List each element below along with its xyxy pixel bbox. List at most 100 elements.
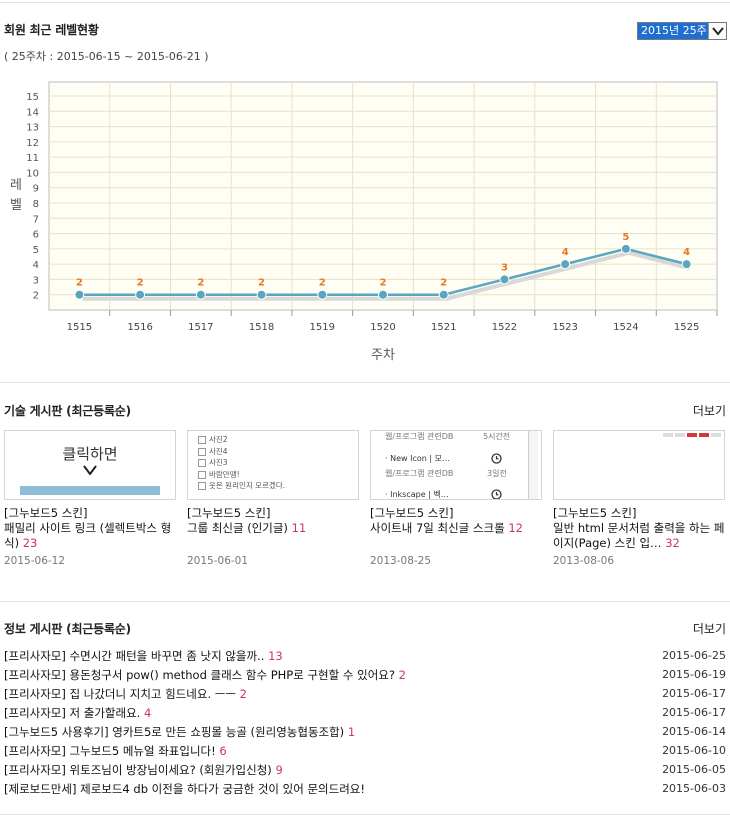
y-tick-label: 11 [26,153,39,164]
data-point [620,243,631,254]
level-title: 회원 최근 레벨현황 [4,23,99,37]
data-label: 2 [76,278,83,289]
x-tick-label: 1522 [492,322,517,333]
post-title[interactable]: [프리사자모] 위토즈님이 방장님이세요? (회원가입신청) [4,762,272,777]
post-title[interactable]: [그누보드5 사용후기] 영카트5로 만든 쇼핑몰 능골 (원리영농협동조합) [4,724,345,739]
comment-count: 12 [508,521,523,535]
level-series: 2 2 2 2 2 2 2 3 4 5 4 [74,232,692,301]
x-axis-label: 주차 [371,348,395,363]
comment-count: 1 [347,724,356,739]
card-date: 2013-08-25 [370,555,432,567]
comment-count: 6 [219,743,227,758]
x-tick-label: 1518 [249,322,274,333]
card-date: 2013-08-06 [553,555,615,567]
y-tick-labels: 2 3 4 5 6 7 8 9 10 11 12 13 14 15 [26,92,39,302]
x-tick-label: 1523 [552,322,577,333]
thumb-bar [20,486,160,495]
post-title[interactable]: [프리사자모] 수면시간 패턴을 바꾸면 좀 낫지 않을까.. [4,648,265,663]
thumb-caption: 클릭하면 [62,445,118,463]
y-tick-label: 8 [33,199,39,210]
y-tick-label: 4 [33,260,39,271]
data-point [317,289,328,300]
week-select-value[interactable]: 2015년 25주 [638,23,708,39]
info-more-link[interactable]: 더보기 [692,622,726,636]
period-text: ( 25주차 : 2015-06-15 ~ 2015-06-21 ) [4,50,209,63]
thumb-tabs [663,433,721,437]
divider [0,601,730,602]
plot-area [48,81,718,311]
data-point [195,289,206,300]
card-title[interactable]: [그누보드5 스킨] 그룹 최신글 (인기글) 11 [187,506,307,535]
y-tick-label: 3 [33,275,39,286]
data-label: 2 [380,278,387,289]
week-select[interactable]: 2015년 25주 [637,22,727,40]
comment-count: 2 [239,686,247,701]
data-point [135,289,146,300]
tech-card[interactable]: 웹/프로그램 관련DB 5시간전 · New Icon | 모… 웹/프로그램 … [370,430,542,567]
x-tick-labels: 1515 1516 1517 1518 1519 1520 1521 1522 1523 1524… [67,322,700,333]
post-row[interactable]: [그누보드5 사용후기] 영카트5로 만든 쇼핑몰 능골 (원리영농협동조합) … [4,722,726,741]
data-label: 2 [137,278,144,289]
card-thumbnail[interactable] [553,430,725,500]
chart-grid [49,82,718,316]
y-tick-label: 2 [33,291,39,302]
chevron-down-icon[interactable] [708,23,726,39]
y-axis-label-2: 벨 [10,198,22,213]
card-title[interactable]: [그누보드5 스킨] 일반 html 문서처럼 출력을 하는 페이지(Page) … [553,506,725,550]
tech-card[interactable]: 사진2 사진4 사진3 바람만땡! 웃은 원리인지 모르겠다. [그누보드5 스… [187,430,359,567]
y-tick-label: 13 [26,123,39,134]
data-label: 4 [683,247,690,258]
card-date: 2015-06-12 [4,555,66,567]
x-tick-label: 1525 [674,322,699,333]
card-thumbnail[interactable]: 클릭하면 [4,430,176,500]
post-date: 2015-06-03 [662,782,726,795]
card-title[interactable]: [그누보드5 스킨] 패밀리 사이트 링크 (셀렉트박스 형식) 23 [4,506,172,550]
tech-more-link[interactable]: 더보기 [692,404,726,418]
post-row[interactable]: [프리사자모] 집 나갔더니 지치고 힘드네요. ㅡㅡ 2 2015-06-17 [4,684,726,703]
post-date: 2015-06-10 [662,744,726,757]
thumb-scrollbar [528,431,538,499]
post-row[interactable]: [제로보드만세] 제로보드4 db 이전을 하다가 궁금한 것이 있어 문의드려… [4,779,726,798]
x-tick-label: 1515 [67,322,92,333]
comment-count: 9 [275,762,283,777]
x-tick-label: 1516 [127,322,152,333]
post-row[interactable]: [프리사자모] 수면시간 패턴을 바꾸면 좀 낫지 않을까.. 13 2015-0… [4,646,726,665]
post-title[interactable]: [프리사자모] 집 나갔더니 지치고 힘드네요. ㅡㅡ [4,686,236,701]
divider [0,382,730,383]
post-date: 2015-06-17 [662,687,726,700]
post-list: [프리사자모] 수면시간 패턴을 바꾸면 좀 낫지 않을까.. 13 2015-0… [4,646,726,798]
comment-count: 32 [665,536,680,550]
post-title[interactable]: [프리사자모] 저 출가할래요. [4,705,141,720]
card-thumbnail[interactable]: 사진2 사진4 사진3 바람만땡! 웃은 원리인지 모르겠다. [187,430,359,500]
x-tick-label: 1521 [431,322,456,333]
data-point [378,289,388,300]
series-shadow [82,250,691,301]
data-label: 2 [197,278,204,289]
tech-card[interactable]: [그누보드5 스킨] 일반 html 문서처럼 출력을 하는 페이지(Page) … [553,430,725,567]
card-title[interactable]: [그누보드5 스킨] 사이트내 7일 최신글 스크롤 12 [370,506,523,535]
post-row[interactable]: [프리사자모] 그누보드5 메뉴얼 좌표입니다! 6 2015-06-10 [4,741,726,760]
bottom-divider [0,814,730,815]
post-title[interactable]: [프리사자모] 용돈청구서 pow() method 클래스 함수 PHP로 구… [4,667,395,682]
comment-count: 4 [143,705,152,720]
post-row[interactable]: [프리사자모] 용돈청구서 pow() method 클래스 함수 PHP로 구… [4,665,726,684]
data-point [256,289,267,300]
comment-count: 2 [398,667,406,682]
comment-count: 11 [291,521,307,535]
thumb-list: 사진2 사진4 사진3 바람만땡! 웃은 원리인지 모르겠다. [198,434,285,492]
tech-card[interactable]: 클릭하면 [그누보드5 스킨] 패밀리 사이트 링크 (셀렉트박스 형식) 23 … [4,430,176,567]
data-point [681,259,692,270]
post-row[interactable]: [프리사자모] 위토즈님이 방장님이세요? (회원가입신청) 9 2015-06-… [4,760,726,779]
info-board-title: 정보 게시판 (최근등록순) [4,622,131,636]
post-row[interactable]: [프리사자모] 저 출가할래요. 4 2015-06-17 [4,703,726,722]
post-title[interactable]: [제로보드만세] 제로보드4 db 이전을 하다가 궁금한 것이 있어 문의드려… [4,781,365,796]
chevron-down-icon [5,463,175,479]
y-tick-label: 12 [26,138,39,149]
data-point [74,289,85,300]
card-thumbnail[interactable]: 웹/프로그램 관련DB 5시간전 · New Icon | 모… 웹/프로그램 … [370,430,542,500]
data-point [438,289,449,300]
x-tick-label: 1517 [188,322,213,333]
post-date: 2015-06-19 [662,668,726,681]
post-title[interactable]: [프리사자모] 그누보드5 메뉴얼 좌표입니다! [4,743,216,758]
